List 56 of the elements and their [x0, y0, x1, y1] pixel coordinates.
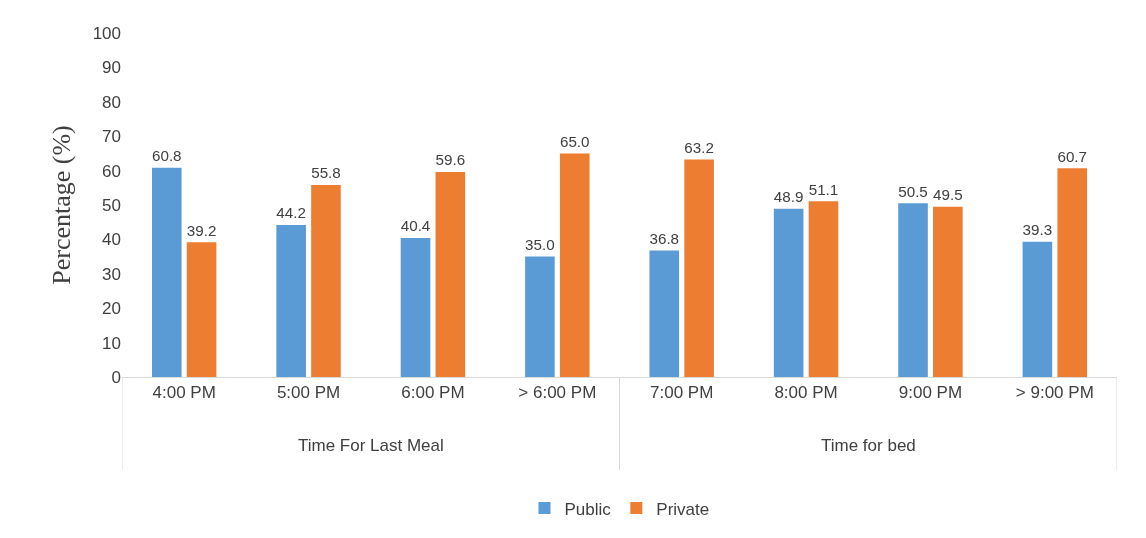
x-tick-label: > 9:00 PM — [1015, 383, 1094, 403]
bar — [151, 167, 182, 377]
bar — [276, 224, 306, 377]
y-tick-label: 80 — [102, 92, 121, 112]
data-label: 49.5 — [933, 186, 963, 204]
x-tick-label: 4:00 PM — [152, 383, 216, 403]
bar — [808, 201, 839, 377]
data-label: 35.0 — [525, 236, 555, 254]
bar — [933, 206, 963, 377]
bar — [1022, 241, 1053, 377]
data-label: 63.2 — [684, 139, 714, 157]
data-label: 44.2 — [276, 204, 306, 222]
legend-label: Public — [564, 499, 612, 519]
y-tick-label: 100 — [92, 23, 121, 43]
y-tick-label: 40 — [102, 230, 121, 250]
bar — [186, 242, 217, 377]
data-label: 59.6 — [435, 151, 466, 169]
bar — [559, 153, 590, 377]
y-tick-label: 20 — [102, 299, 121, 319]
bar — [435, 171, 466, 377]
y-tick-label: 10 — [102, 333, 121, 353]
data-label: 39.3 — [1022, 221, 1053, 239]
data-label: 50.5 — [898, 182, 928, 200]
x-tick-label: 6:00 PM — [401, 383, 465, 403]
data-label: 40.4 — [400, 217, 431, 235]
bar — [684, 159, 714, 377]
bar — [773, 208, 804, 377]
data-label: 48.9 — [773, 188, 804, 206]
data-label: 39.2 — [186, 221, 217, 239]
bar — [649, 250, 680, 377]
y-tick-label: 30 — [102, 264, 121, 284]
data-label: 51.1 — [808, 180, 839, 198]
bar — [898, 203, 928, 377]
y-tick-label: 0 — [111, 367, 121, 387]
x-tick-label: > 6:00 PM — [518, 383, 597, 403]
data-label: 65.0 — [559, 132, 590, 150]
data-label: 60.7 — [1057, 147, 1088, 165]
data-label: 55.8 — [311, 164, 341, 182]
bar — [400, 238, 431, 377]
y-tick-label: 70 — [102, 127, 121, 147]
y-tick-label: 50 — [102, 195, 121, 215]
x-tick-label: 7:00 PM — [650, 383, 714, 403]
data-label: 36.8 — [649, 229, 680, 247]
bar — [311, 185, 341, 377]
y-tick-label: 90 — [102, 58, 121, 78]
bar — [1057, 168, 1088, 377]
x-tick-label: 5:00 PM — [276, 383, 341, 403]
legend-label: Private — [656, 499, 710, 519]
y-axis-title: Percentage (%) — [47, 125, 77, 285]
x-tick-label: 8:00 PM — [774, 383, 838, 403]
y-tick-label: 60 — [102, 161, 121, 181]
x-tick-label: 9:00 PM — [898, 383, 963, 403]
text: Time for bed — [821, 436, 916, 455]
bar — [525, 256, 555, 377]
text: Time For Last Meal — [298, 436, 444, 455]
data-label: 60.8 — [151, 147, 182, 165]
